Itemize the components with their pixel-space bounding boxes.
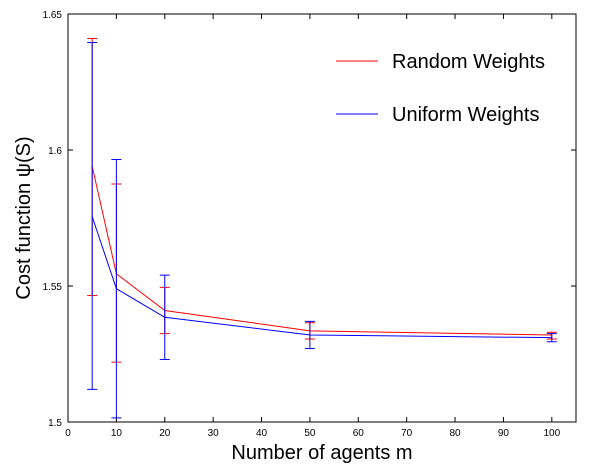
error-bar (87, 42, 98, 390)
y-axis-label: Cost function ψ(S) (13, 136, 35, 299)
error-bar (546, 333, 557, 343)
x-tick-label: 80 (449, 428, 461, 439)
legend-item: Random Weights (336, 51, 545, 73)
series-uniform-weights (87, 42, 557, 419)
x-tick-label: 0 (65, 428, 71, 439)
y-axis-ticks: 1.5 1.55 1.6 1.65 (43, 10, 576, 429)
series-layer (87, 37, 557, 419)
legend-label: Random Weights (392, 51, 545, 73)
x-tick-label: 60 (353, 428, 365, 439)
x-tick-label: 20 (159, 428, 171, 439)
error-bar (111, 159, 122, 419)
x-axis-ticks: 0 10 20 30 40 50 60 70 80 90 100 (65, 14, 561, 439)
y-tick-label: 1.55 (43, 282, 63, 293)
error-bar (159, 274, 170, 360)
series-line (91, 166, 552, 336)
error-bar (304, 320, 315, 350)
series-line (91, 216, 552, 339)
x-tick-label: 50 (304, 428, 316, 439)
x-tick-label: 40 (256, 428, 268, 439)
x-tick-label: 90 (498, 428, 510, 439)
legend-label: Uniform Weights (392, 104, 539, 126)
plot-frame (67, 13, 577, 423)
plot-border (67, 13, 577, 423)
x-tick-label: 30 (208, 428, 220, 439)
legend-item: Uniform Weights (336, 104, 539, 126)
y-tick-label: 1.5 (48, 418, 62, 429)
x-axis-label: Number of agents m (231, 442, 412, 464)
x-tick-label: 10 (111, 428, 123, 439)
x-tick-label: 70 (401, 428, 413, 439)
x-tick-label: 100 (543, 428, 560, 439)
y-tick-label: 1.6 (48, 146, 62, 157)
legend: Random Weights Uniform Weights (336, 51, 545, 126)
y-tick-label: 1.65 (43, 10, 63, 21)
